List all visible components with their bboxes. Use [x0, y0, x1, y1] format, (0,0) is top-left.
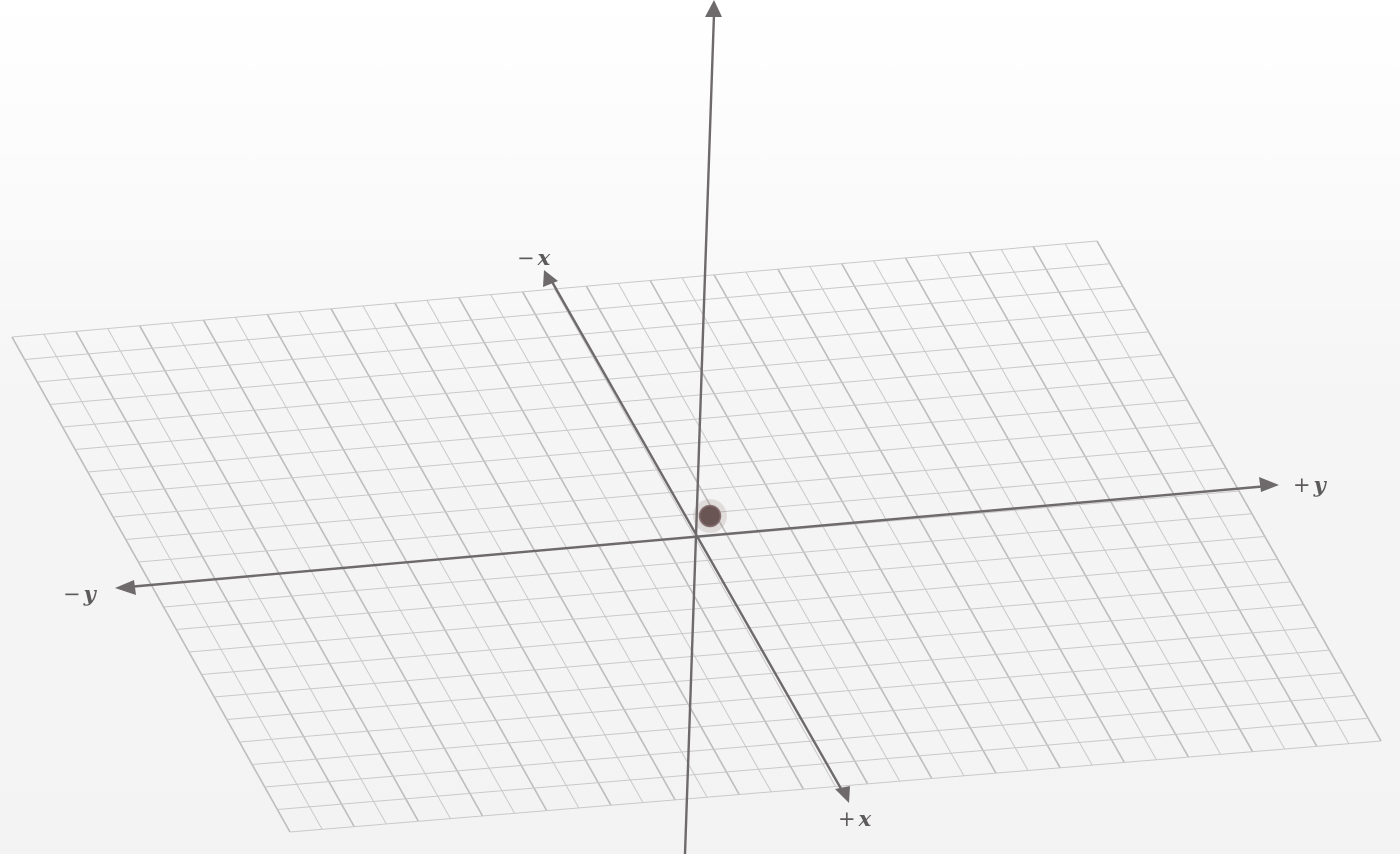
- grid-line-x: [87, 376, 1175, 473]
- y-axis-negative-arrowhead: [115, 580, 136, 595]
- grid-line-x: [113, 422, 1201, 518]
- grid-line-x: [163, 513, 1252, 608]
- x-axis: [543, 270, 850, 803]
- z-axis-positive-arrowhead: [705, 0, 722, 17]
- grid-line-x: [264, 695, 1356, 788]
- grid-line-x: [277, 717, 1369, 810]
- label-neg-x: − x: [517, 245, 551, 270]
- label-pos-x: + x: [838, 806, 872, 831]
- grid-line-x: [24, 263, 1110, 360]
- label-pos-y: + y: [1293, 472, 1328, 497]
- y-axis-positive-arrowhead: [1259, 477, 1279, 492]
- draggable-point[interactable]: [693, 499, 727, 533]
- grid-line-x: [11, 240, 1098, 338]
- grid-line-x: [176, 536, 1265, 630]
- x-axis-negative-arrowhead: [543, 270, 558, 287]
- grid-line-x: [188, 558, 1278, 653]
- grid-line-x: [214, 604, 1304, 698]
- grid-line-x: [201, 581, 1291, 675]
- label-neg-y: − y: [63, 581, 98, 606]
- grid-line-x: [252, 672, 1343, 765]
- grid-line-x: [49, 308, 1136, 405]
- grid-line-x: [37, 286, 1123, 383]
- grid-line-x: [100, 399, 1188, 495]
- grid-line-x: [75, 354, 1162, 450]
- grid-line-x: [138, 467, 1227, 563]
- z-axis-line: [683, 13, 716, 854]
- grid-line-x: [289, 740, 1382, 833]
- grid-line-x: [226, 626, 1317, 720]
- z-axis: [683, 0, 722, 854]
- x-axis-positive-arrowhead: [835, 786, 850, 803]
- point-marker[interactable]: [698, 504, 722, 528]
- grid-line-x: [239, 649, 1330, 743]
- grid-line-x: [62, 331, 1149, 428]
- grid-line-x: [125, 445, 1214, 540]
- x-axis-line: [549, 279, 846, 795]
